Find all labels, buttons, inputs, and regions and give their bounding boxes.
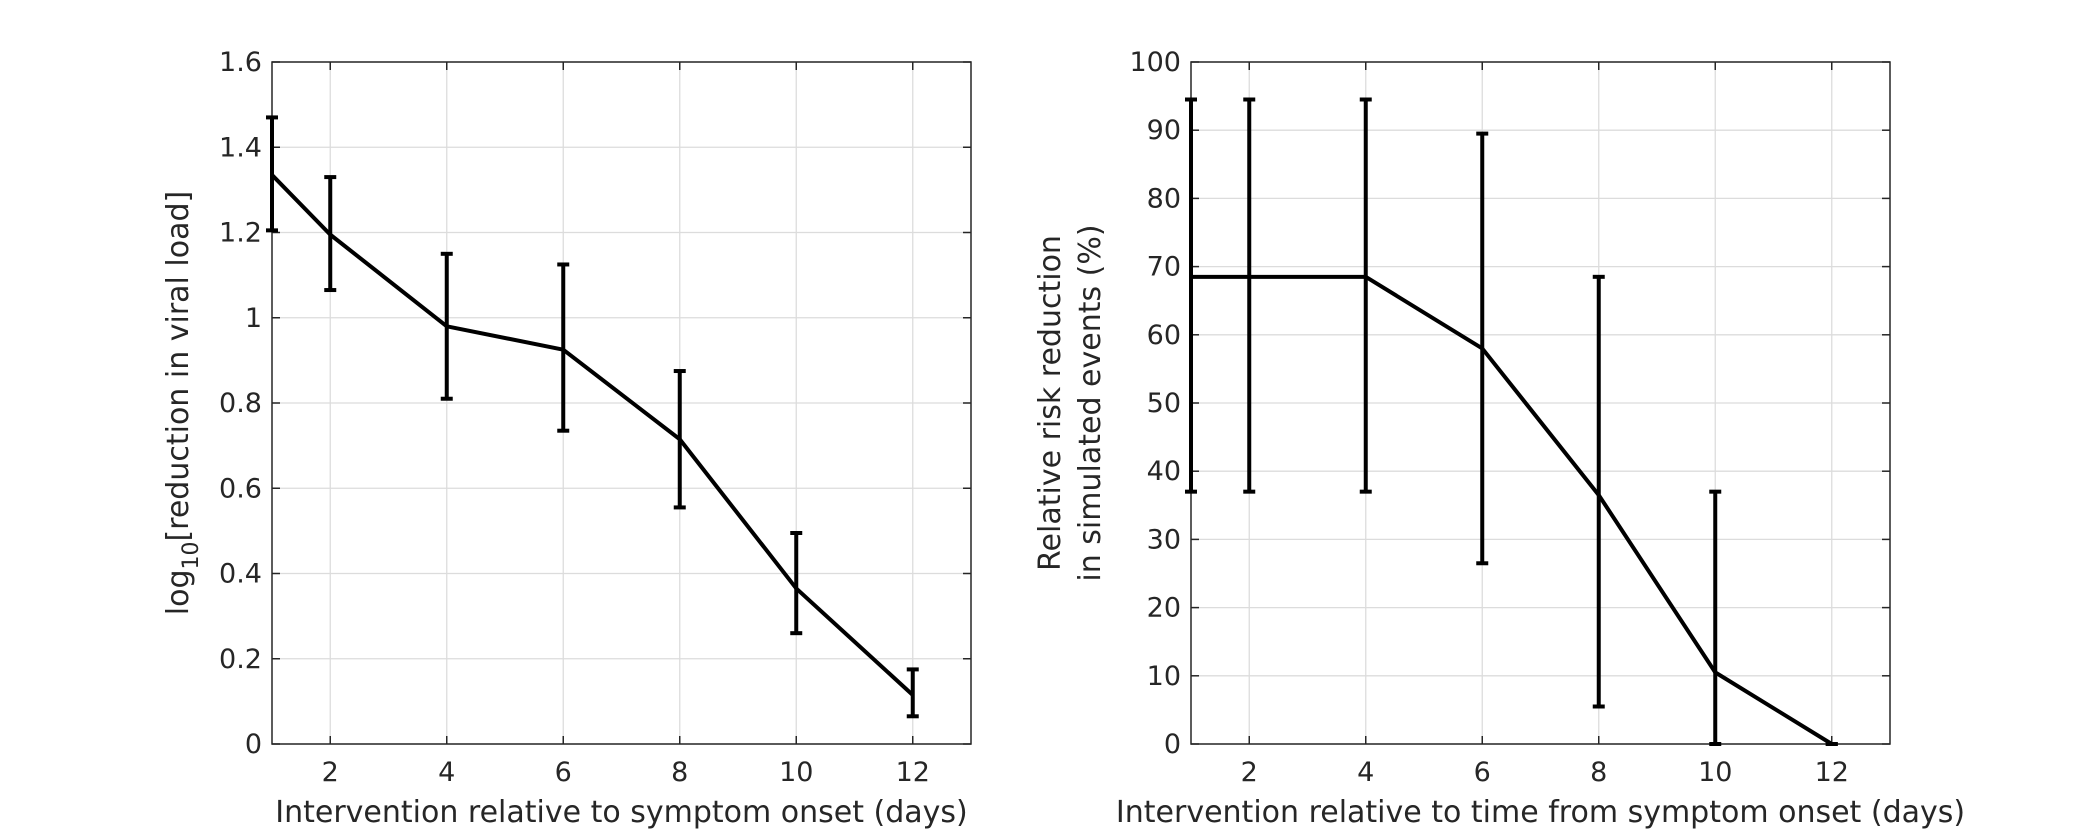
y-tick-label: 30 — [1147, 524, 1181, 555]
error-bar — [1592, 274, 1605, 709]
y-tick-label: 0 — [245, 729, 262, 760]
error-bar — [1185, 97, 1197, 494]
error-bar — [1709, 489, 1722, 746]
y-tick-label: 0.2 — [219, 644, 262, 675]
x-tick-label: 2 — [322, 757, 339, 788]
error-bar — [790, 531, 803, 636]
risk-reduction-chart: 2 4 6 8 10 12 0 10 20 30 40 50 60 70 80 90 100 Interventi… — [1033, 47, 1965, 830]
x-tick-label: 10 — [779, 757, 813, 788]
x-tick-label: 4 — [438, 757, 455, 788]
y-tick-label: 60 — [1147, 320, 1181, 351]
series-line — [1191, 274, 1833, 746]
y-tick-label: 1 — [245, 303, 262, 334]
error-bar — [266, 115, 278, 233]
error-bar — [1359, 97, 1372, 494]
x-tick-label: 4 — [1357, 757, 1374, 788]
y-axis-label: log10[reduction in viral load] — [161, 191, 204, 616]
x-tick-label: 10 — [1698, 757, 1732, 788]
x-axis-label: Intervention relative to symptom onset (… — [275, 795, 968, 830]
error-bar — [557, 262, 570, 433]
y-axis-label-prefix: log — [161, 570, 196, 616]
y-tick-label: 20 — [1147, 593, 1181, 624]
y-tick-label: 100 — [1129, 47, 1181, 78]
y-tick-label: 1.6 — [219, 47, 262, 78]
x-tick-label: 6 — [555, 757, 572, 788]
x-axis-label: Intervention relative to time from sympt… — [1116, 795, 1965, 830]
y-tick-label: 0.8 — [219, 388, 262, 419]
x-tick-label: 12 — [1815, 757, 1849, 788]
error-bar — [324, 175, 337, 293]
x-tick-label: 8 — [671, 757, 688, 788]
y-axis-label-line: in simulated events (%) — [1073, 224, 1108, 581]
y-axis-label-subscript: 10 — [179, 542, 204, 570]
y-tick-label: 90 — [1147, 115, 1181, 146]
y-tick-label: 0 — [1164, 729, 1181, 760]
y-axis-label-suffix: [reduction in viral load] — [161, 191, 196, 542]
error-bar — [906, 667, 919, 719]
x-tick-label: 8 — [1590, 757, 1607, 788]
y-tick-label: 80 — [1147, 183, 1181, 214]
y-tick-label: 0.4 — [219, 559, 262, 590]
y-tick-label: 0.6 — [219, 473, 262, 504]
viral-load-chart: 2 4 6 8 10 12 0 0.2 0.4 0.6 0.8 1 1.2 1.4 1.6 Intervent… — [161, 47, 972, 830]
x-tick-label: 6 — [1474, 757, 1491, 788]
error-bar — [1243, 97, 1256, 494]
x-tick-label: 12 — [896, 757, 930, 788]
y-tick-label: 1.4 — [219, 132, 262, 163]
y-tick-label: 40 — [1147, 456, 1181, 487]
y-tick-label: 50 — [1147, 388, 1181, 419]
y-axis-label-line: Relative risk reduction — [1033, 235, 1068, 571]
y-tick-label: 70 — [1147, 252, 1181, 283]
x-tick-label: 2 — [1241, 757, 1258, 788]
y-tick-label: 10 — [1147, 661, 1181, 692]
series-line — [270, 173, 915, 697]
y-tick-label: 1.2 — [219, 218, 262, 249]
